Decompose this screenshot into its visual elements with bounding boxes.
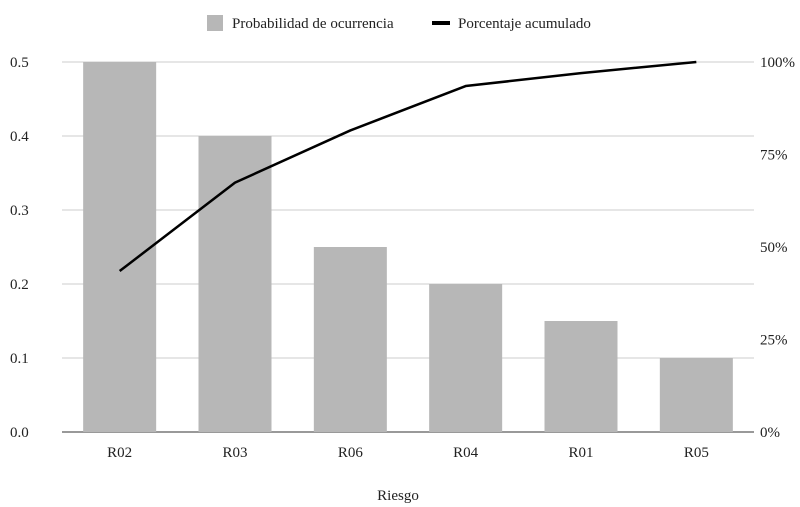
line-series (118, 60, 697, 273)
x-axis: R02 R03 R06 R04 R01 R05 (107, 445, 709, 461)
right-tick-label: 25% (760, 333, 788, 349)
left-tick-label: 0.4 (10, 129, 29, 145)
legend: Probabilidad de ocurrencia Porcentaje ac… (207, 15, 591, 32)
bar-series (83, 62, 733, 432)
legend-swatch-bar-series (207, 15, 223, 31)
x-axis-title: Riesgo (377, 488, 419, 504)
left-tick-label: 0.2 (10, 277, 29, 293)
legend-label-bar-series: Probabilidad de ocurrencia (232, 16, 394, 32)
bar-r05 (659, 358, 733, 432)
category-label-r06: R06 (338, 445, 364, 461)
right-tick-label: 75% (760, 148, 788, 164)
bar-r06 (313, 247, 387, 432)
bar-r03 (198, 136, 272, 432)
right-tick-label: 50% (760, 240, 788, 256)
left-y-axis: 0.0 0.1 0.2 0.3 0.4 0.5 (10, 55, 29, 441)
left-tick-label: 0.0 (10, 425, 29, 441)
left-tick-label: 0.1 (10, 351, 29, 367)
gridlines (62, 61, 754, 433)
legend-swatch-line-series (432, 21, 450, 25)
category-label-r01: R01 (568, 445, 593, 461)
bar-r04 (429, 284, 503, 432)
category-label-r03: R03 (222, 445, 247, 461)
cumulative-line (118, 60, 697, 273)
left-tick-label: 0.5 (10, 55, 29, 71)
bar-r02 (83, 62, 157, 432)
bar-r01 (544, 321, 618, 432)
right-tick-label: 100% (760, 55, 795, 71)
legend-label-line-series: Porcentaje acumulado (458, 16, 591, 32)
left-tick-label: 0.3 (10, 203, 29, 219)
category-label-r04: R04 (453, 445, 479, 461)
right-y-axis: 0% 25% 50% 75% 100% (760, 55, 795, 441)
right-tick-label: 0% (760, 425, 780, 441)
category-label-r02: R02 (107, 445, 132, 461)
category-label-r05: R05 (684, 445, 709, 461)
